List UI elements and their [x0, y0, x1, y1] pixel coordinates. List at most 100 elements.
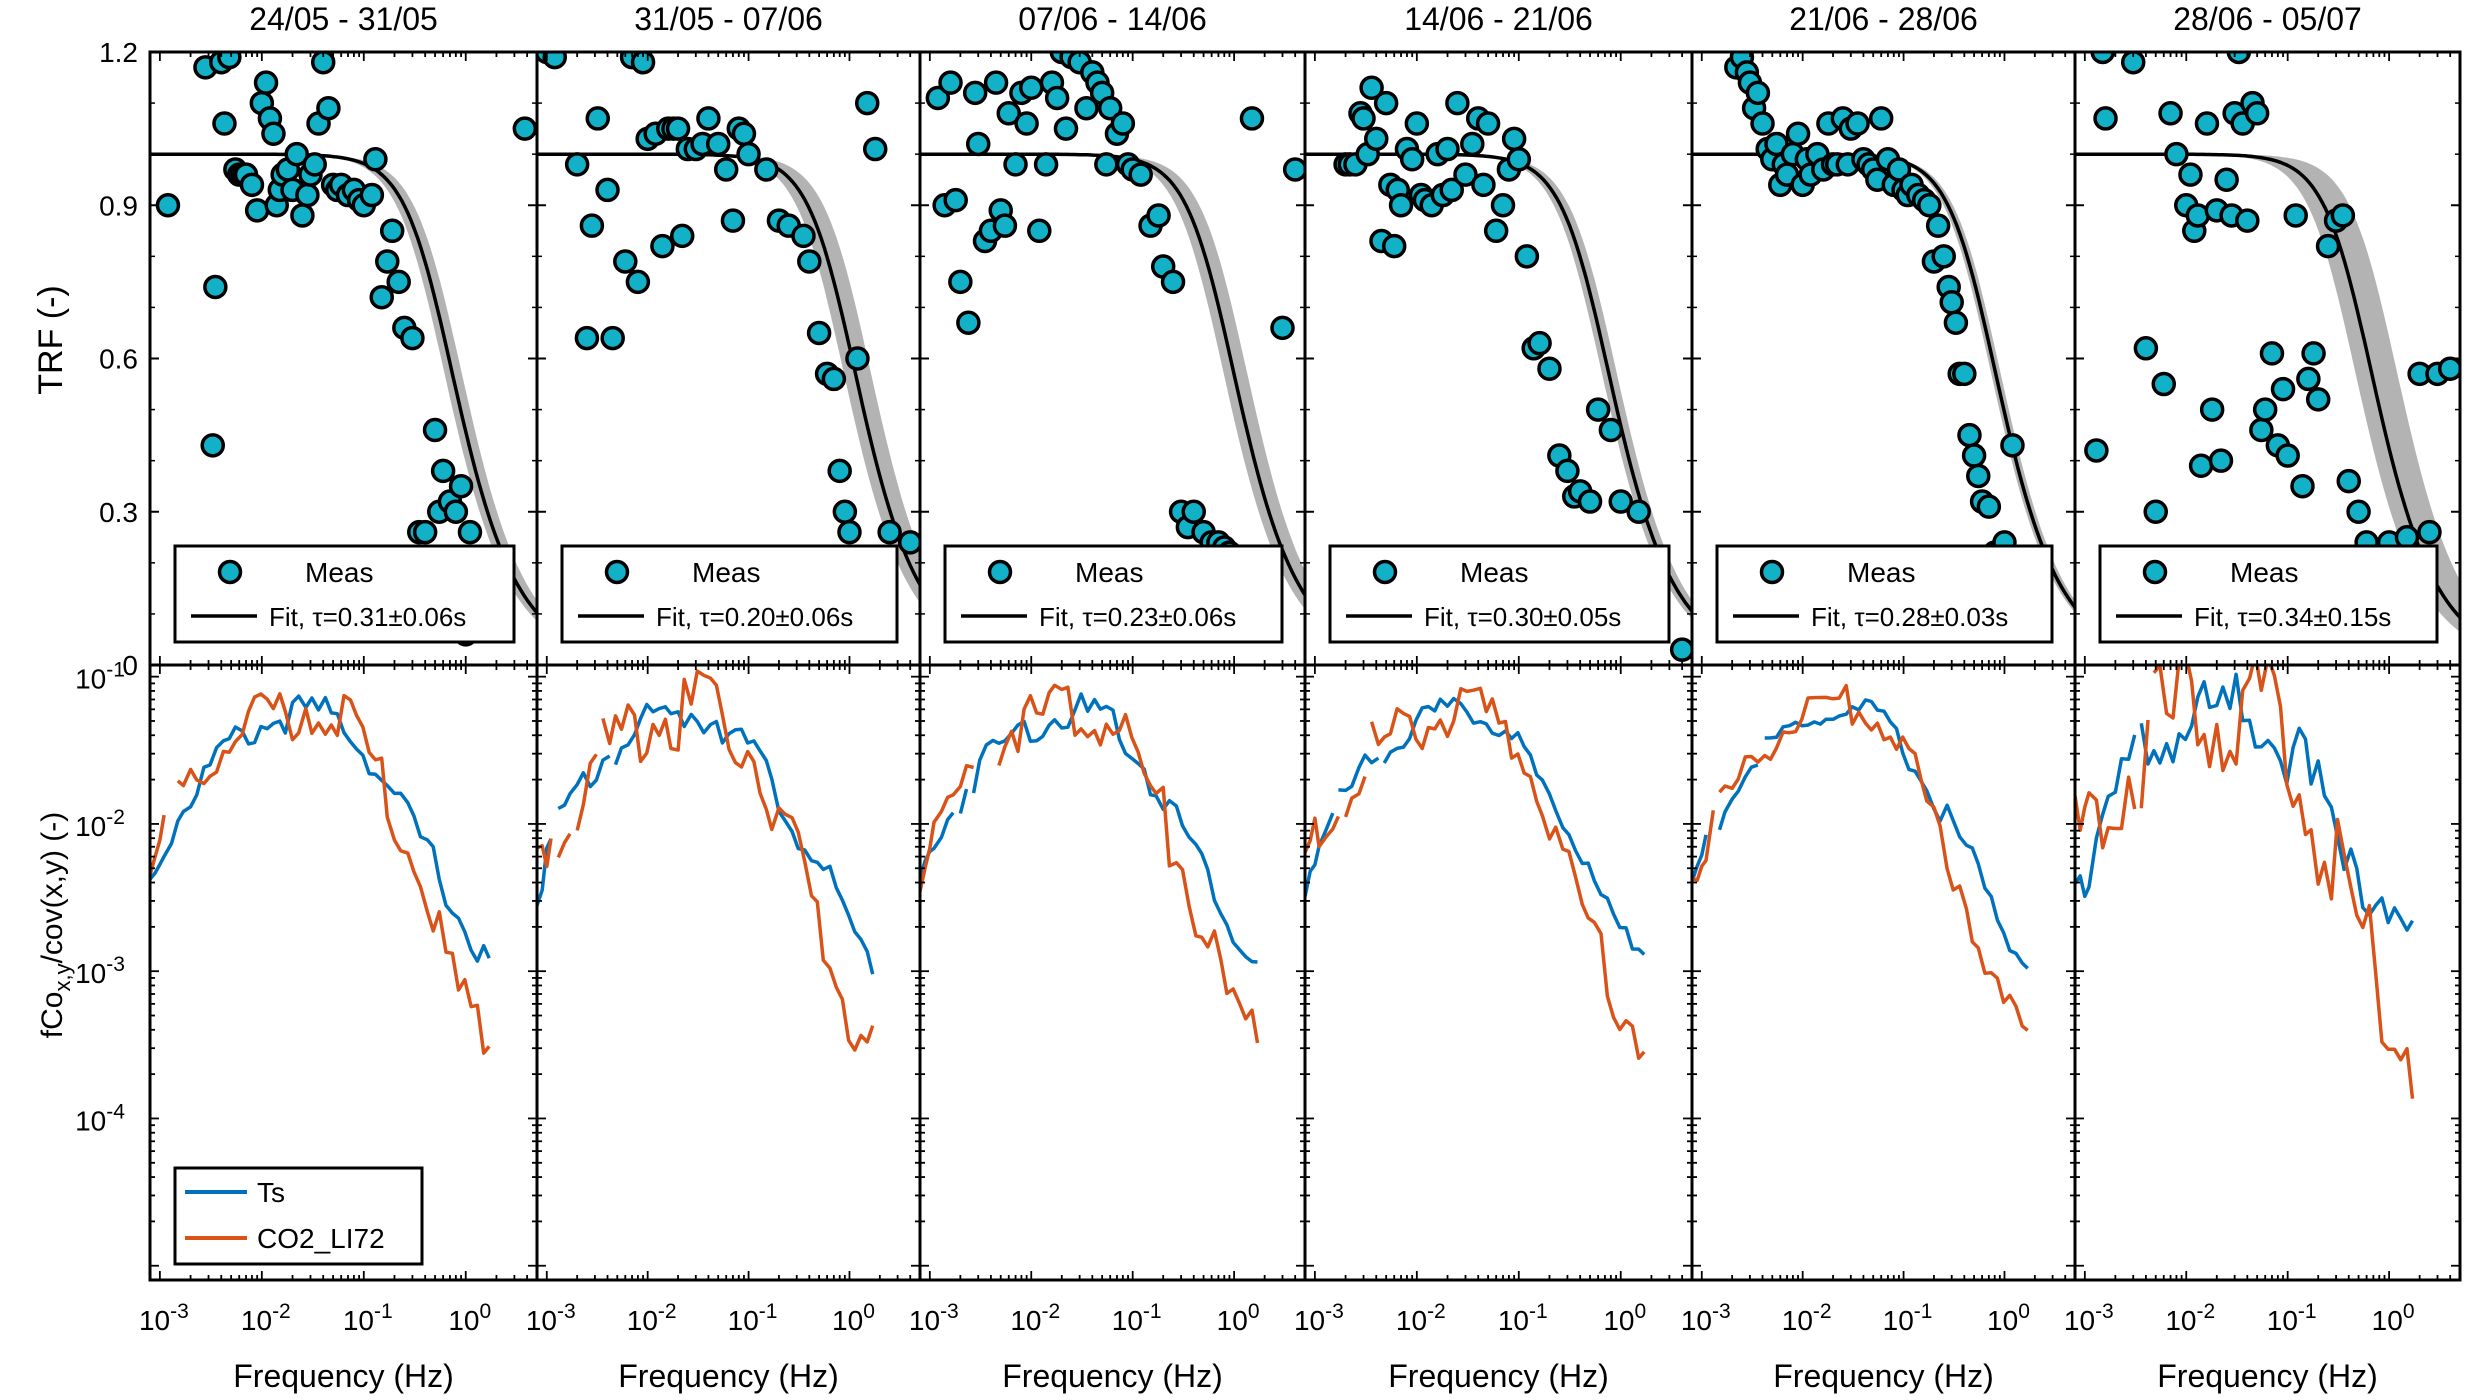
legend-ts-label: Ts	[257, 1177, 285, 1208]
meas-point	[1074, 95, 1099, 121]
meas-point	[400, 325, 425, 351]
panel-title: 21/06 - 28/06	[1789, 1, 1978, 37]
x-axis-label: Frequency (Hz)	[1773, 1358, 1994, 1394]
x-tick-label: 10-2	[627, 1300, 677, 1336]
meas-point	[2290, 473, 2315, 499]
meas-point	[2330, 203, 2356, 228]
legend-fit-prefix: Fit,	[1039, 602, 1082, 632]
meas-point	[996, 101, 1022, 126]
x-tick-label-base: 10	[2267, 1305, 2298, 1336]
x-tick-label: 10-2	[1396, 1300, 1446, 1336]
meas-point	[2346, 499, 2371, 524]
x-tick-label: 10-1	[728, 1300, 778, 1336]
co2-series-line	[1692, 683, 2029, 1032]
cosp-axes-frame	[2073, 663, 2462, 1282]
x-tick-label-exp: -2	[2196, 1300, 2215, 1323]
meas-point	[854, 90, 880, 116]
legend-fit-tau: τ=0.20±0.06s	[699, 602, 853, 632]
meas-point	[443, 499, 469, 524]
meas-point	[1471, 172, 1496, 198]
x-tick-label-base: 10	[241, 1305, 272, 1336]
panel-title: 28/06 - 05/07	[2173, 1, 2362, 37]
legend-fit-prefix: Fit,	[2194, 602, 2237, 632]
meas-point	[1388, 193, 1414, 218]
cosp-y-axis-label-sub: x,y	[50, 963, 75, 991]
meas-point	[1745, 80, 1771, 106]
x-tick-label-base: 10	[2064, 1305, 2095, 1336]
meas-point	[2151, 371, 2177, 397]
x-tick-label-base: 10	[1883, 1305, 1914, 1336]
cosp-plot-area-2	[537, 669, 875, 1052]
x-tick-label: 10-3	[1681, 1300, 1731, 1336]
meas-point	[1506, 147, 1532, 172]
x-tick-label-exp: -3	[1325, 1300, 1344, 1323]
x-tick-label-base: 10	[526, 1305, 557, 1336]
cosp-y-tick-label-base: 10	[75, 1105, 106, 1136]
x-axis-label: Frequency (Hz)	[233, 1358, 454, 1394]
meas-point	[1961, 443, 1987, 468]
meas-point	[363, 147, 388, 172]
legend-meas-marker	[2142, 559, 2168, 585]
x-tick-label: 10-2	[1010, 1300, 1060, 1336]
meas-point	[2158, 101, 2183, 126]
legend-co2-label: CO2_LI72	[257, 1223, 385, 1254]
trf-panel-6: 28/06 - 05/07 Meas Fit, τ=0.34±0.15s	[2073, 1, 2462, 667]
meas-point	[2244, 101, 2270, 126]
co2-series-line	[2075, 665, 2415, 1099]
meas-point	[827, 458, 852, 484]
legend-fit-label: Fit, τ=0.23±0.06s	[1039, 602, 1236, 632]
meas-point	[290, 203, 315, 228]
meas-point	[239, 172, 265, 198]
legend-meas-marker	[987, 559, 1013, 585]
trf-plot-area-4	[1305, 75, 1692, 662]
ts-series-line	[537, 702, 875, 975]
x-axis-label: Frequency (Hz)	[618, 1358, 839, 1394]
trf-legend: Meas Fit, τ=0.34±0.15s	[2098, 544, 2439, 644]
meas-point	[791, 223, 816, 249]
x-tick-label-exp: -3	[557, 1300, 576, 1323]
x-tick-label-exp: 0	[1634, 1300, 1646, 1323]
meas-point	[1404, 111, 1430, 136]
meas-point	[1097, 95, 1123, 121]
meas-point	[1750, 111, 1775, 136]
meas-point	[1527, 330, 1552, 356]
cospectra-panel-1: 10-110-210-310-410-3 10-2 10-1 100Frequency…	[75, 659, 539, 1394]
meas-point	[375, 249, 400, 274]
meas-point	[2164, 141, 2189, 167]
x-tick-label-base: 10	[1396, 1305, 1427, 1336]
meas-point	[253, 70, 279, 95]
meas-point	[379, 218, 405, 244]
cosp-y-tick-label-exp: -1	[106, 659, 125, 682]
meas-point	[1359, 75, 1384, 101]
meas-point	[962, 80, 988, 106]
meas-point	[2194, 111, 2220, 136]
meas-point	[564, 152, 590, 177]
meas-point	[310, 52, 336, 75]
legend-fit-tau: τ=0.34±0.15s	[2237, 602, 2391, 632]
x-tick-label: 100	[1217, 1300, 1260, 1336]
meas-point	[1490, 193, 1516, 218]
meas-point	[1003, 152, 1028, 177]
meas-point	[2133, 336, 2159, 361]
meas-point	[1669, 637, 1692, 662]
legend-fit-tau: τ=0.31±0.06s	[312, 602, 466, 632]
cosp-y-tick-label-exp: -2	[106, 806, 125, 829]
x-axis-label: Frequency (Hz)	[2157, 1358, 2378, 1394]
legend-fit-prefix: Fit,	[1811, 602, 1854, 632]
meas-point	[1475, 111, 1501, 136]
meas-point	[1943, 310, 1969, 335]
fit-uncertainty-band	[150, 154, 537, 622]
meas-point	[1845, 111, 1870, 136]
x-axis-label: Frequency (Hz)	[1002, 1358, 1223, 1394]
meas-point	[1917, 193, 1942, 218]
meas-point	[1053, 116, 1079, 141]
meas-point	[754, 157, 779, 182]
x-tick-label-exp: -2	[658, 1300, 677, 1323]
cosp-y-tick-label: 10-1	[75, 659, 125, 695]
meas-point	[1966, 463, 1991, 489]
trf-panel-3: 07/06 - 14/06 Meas Fit, τ=0.23±0.06s	[918, 1, 1307, 667]
meas-point	[2315, 233, 2341, 259]
